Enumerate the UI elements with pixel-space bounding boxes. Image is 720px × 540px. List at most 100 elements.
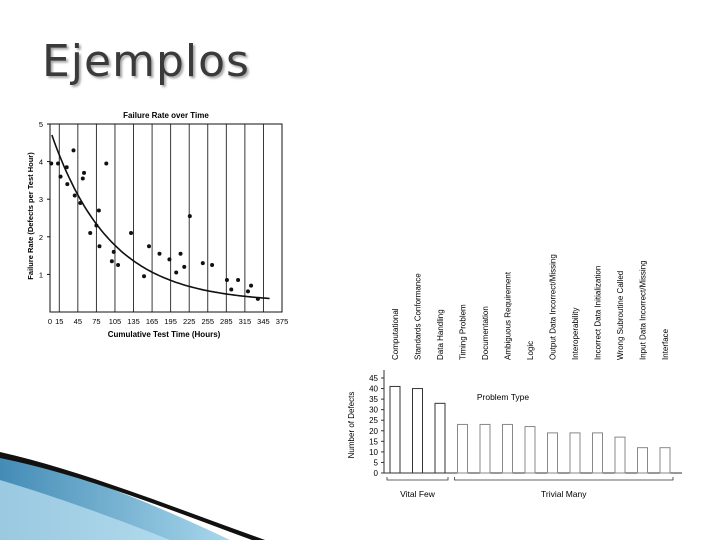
scatter-point (255, 296, 260, 301)
bar-y-tick-label: 45 (369, 374, 378, 383)
bar-series (389, 385, 671, 474)
bar-group-label: Trivial Many (541, 489, 587, 499)
scatter-point (146, 244, 151, 249)
scatter-point (64, 165, 69, 170)
scatter-point (80, 176, 85, 181)
scatter-point (174, 270, 179, 275)
bar-category-label: Logic (526, 341, 535, 360)
scatter-point (157, 251, 162, 256)
scatter-point (88, 231, 93, 236)
bar-y-tick-label: 15 (369, 437, 378, 446)
scatter-point (104, 161, 109, 166)
bar-y-axis-label: Number of Defects (347, 392, 356, 459)
scatter-points (49, 148, 260, 301)
bar-category-label: Interface (661, 328, 670, 360)
scatter-y-tick-label: 4 (39, 158, 43, 167)
scatter-point (49, 161, 54, 166)
scatter-x-ticks: 0 15 45 75 105 135 165 195 225 255 285 315 345 375 (48, 317, 288, 326)
bar (389, 385, 401, 474)
bar-category-label: Incorrect Data Initialization (594, 266, 603, 360)
scatter-point (94, 223, 99, 228)
bar-chart: Computational Standards Conformance Data H… (347, 254, 682, 499)
bar-category-label: Wrong Subroutine Called (616, 271, 625, 360)
bar-group-brackets: Vital Few Trivial Many (386, 477, 674, 499)
bar-category-labels: Computational Standards Conformance Data H… (391, 254, 670, 360)
scatter-y-tick-label: 1 (39, 270, 43, 279)
scatter-point (109, 259, 114, 264)
scatter-x-tick-label: 15 (55, 317, 63, 326)
bar (659, 447, 671, 474)
bar-group-bracket (386, 477, 449, 481)
scatter-point (116, 263, 121, 267)
bar (637, 447, 648, 474)
scatter-x-tick-label: 345 (257, 317, 270, 326)
scatter-y-tick-label: 2 (39, 233, 43, 242)
bar (592, 432, 603, 474)
slide-title: Ejemplos (42, 36, 250, 87)
scatter-x-axis-label: Cumulative Test Time (Hours) (108, 330, 221, 339)
scatter-vertical-gridlines (58, 124, 264, 312)
bar-group-bracket (454, 477, 674, 481)
scatter-x-tick-label: 195 (164, 317, 177, 326)
scatter-point (229, 287, 234, 292)
scatter-point (142, 274, 147, 279)
scatter-point (111, 249, 116, 254)
scatter-plot-frame (49, 123, 283, 313)
bar-y-tick-label: 25 (369, 416, 378, 425)
bar-y-tick-label: 0 (374, 469, 379, 478)
bar (524, 426, 536, 474)
scatter-point (97, 244, 102, 249)
bar-category-label: Data Handling (436, 309, 445, 360)
corner-light-band (0, 480, 170, 540)
scatter-point (129, 231, 134, 236)
scatter-y-ticks: 1 2 3 4 5 (39, 120, 50, 279)
scatter-trend-curve (51, 134, 270, 300)
scatter-x-tick-label: 255 (202, 317, 215, 326)
scatter-point (71, 148, 76, 153)
scatter-x-tick-label: 0 (48, 317, 52, 326)
bar (502, 423, 513, 474)
bar-y-tick-label: 35 (369, 395, 378, 404)
bar-y-tick-label: 20 (369, 427, 378, 436)
scatter-point (72, 193, 77, 198)
scatter-point (96, 208, 101, 213)
bar-category-label: Computational (391, 308, 400, 360)
bar-y-tick-label: 40 (369, 385, 378, 394)
scatter-x-tick-label: 165 (146, 317, 159, 326)
scatter-point (56, 161, 61, 166)
bar-group-label: Vital Few (400, 489, 436, 499)
bar (457, 423, 468, 474)
scatter-x-tick-label: 135 (127, 317, 140, 326)
scatter-point (78, 200, 83, 205)
corner-dark-stroke (0, 452, 265, 540)
scatter-x-tick-label: 315 (239, 317, 252, 326)
corner-swoosh-decoration (0, 452, 265, 540)
bar (547, 432, 558, 474)
scatter-point (182, 264, 187, 269)
bar-y-tick-label: 10 (369, 448, 378, 457)
scatter-x-tick-label: 45 (74, 317, 82, 326)
bar-category-label: Interoperability (571, 308, 580, 360)
scatter-point (210, 263, 215, 267)
scatter-point (82, 170, 87, 175)
bar-category-label: Standards Conformance (414, 273, 423, 360)
bar-title: Problem Type (477, 392, 530, 402)
bar-category-label: Output Data Incorrect/Missing (549, 254, 558, 360)
scatter-chart: Failure Rate over Time 0 15 45 75 105 135 165 1… (26, 111, 288, 339)
bar (412, 388, 423, 474)
bar-category-label: Input Data Incorrect/Missing (639, 260, 648, 360)
bar (569, 432, 581, 474)
scatter-point (249, 283, 254, 288)
bar-category-label: Ambiguous Requirement (504, 271, 513, 360)
bar-y-tick-label: 30 (369, 406, 378, 415)
scatter-x-tick-label: 225 (183, 317, 196, 326)
scatter-point (65, 182, 70, 187)
scatter-point (200, 261, 205, 266)
scatter-x-tick-label: 75 (92, 317, 100, 326)
scatter-point (236, 278, 241, 283)
bar-y-tick-label: 5 (374, 458, 379, 467)
scatter-point (178, 251, 183, 256)
scatter-point (224, 278, 229, 283)
